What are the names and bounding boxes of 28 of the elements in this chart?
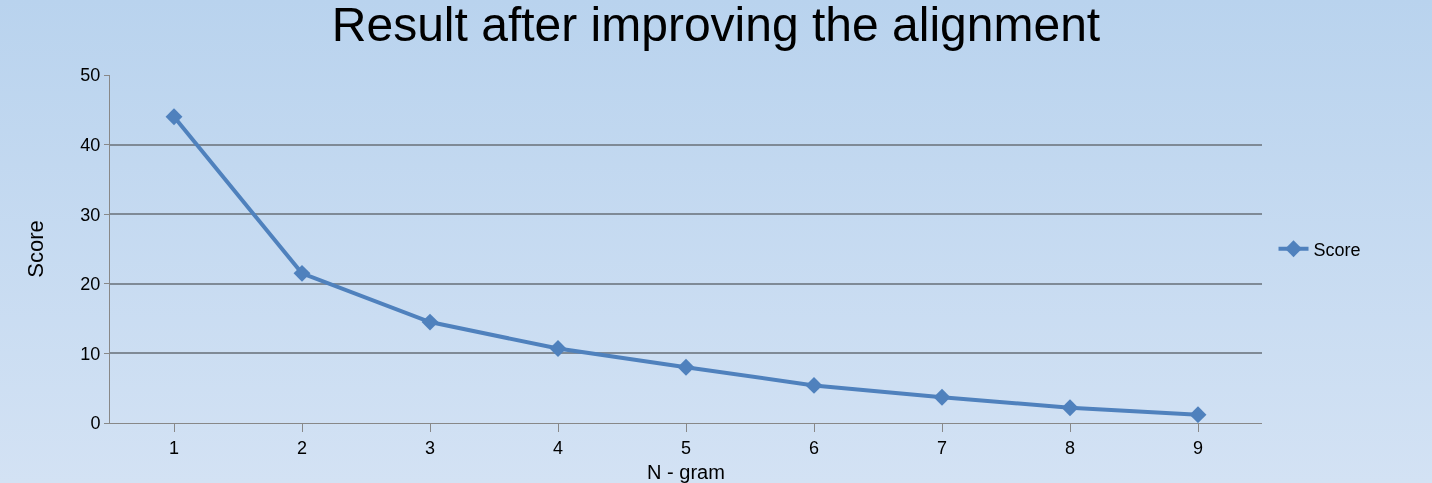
x-tick-label: 6	[808, 437, 820, 458]
point	[1061, 399, 1079, 417]
x-tick-label: 7	[936, 437, 948, 458]
x-tick-label: 5	[680, 437, 692, 458]
y-axis-title: Score	[23, 220, 49, 278]
point	[933, 388, 951, 406]
x-tick-label: 2	[296, 437, 308, 458]
chart-title: Result after improving the alignment	[331, 0, 1101, 51]
x-tick-label: 9	[1192, 437, 1204, 458]
point	[165, 108, 183, 126]
x-tick-label: 3	[424, 437, 436, 458]
point	[421, 313, 439, 331]
point	[549, 340, 567, 357]
y-tick-label: 30	[80, 204, 101, 225]
x-tick-label: 1	[168, 437, 180, 458]
point	[805, 376, 823, 394]
y-tick-label: 0	[90, 413, 101, 434]
x-axis-title: N - gram	[647, 461, 725, 483]
point	[677, 358, 695, 376]
x-tick-label: 4	[552, 437, 564, 458]
point	[293, 264, 311, 282]
x-tick-label: 8	[1064, 437, 1076, 458]
y-tick-label: 20	[80, 274, 101, 295]
legend-label: Score	[1313, 239, 1361, 260]
y-tick-label: 50	[80, 65, 101, 86]
point	[1189, 406, 1207, 423]
y-tick-label: 10	[80, 343, 101, 364]
y-tick-label: 40	[80, 134, 101, 155]
